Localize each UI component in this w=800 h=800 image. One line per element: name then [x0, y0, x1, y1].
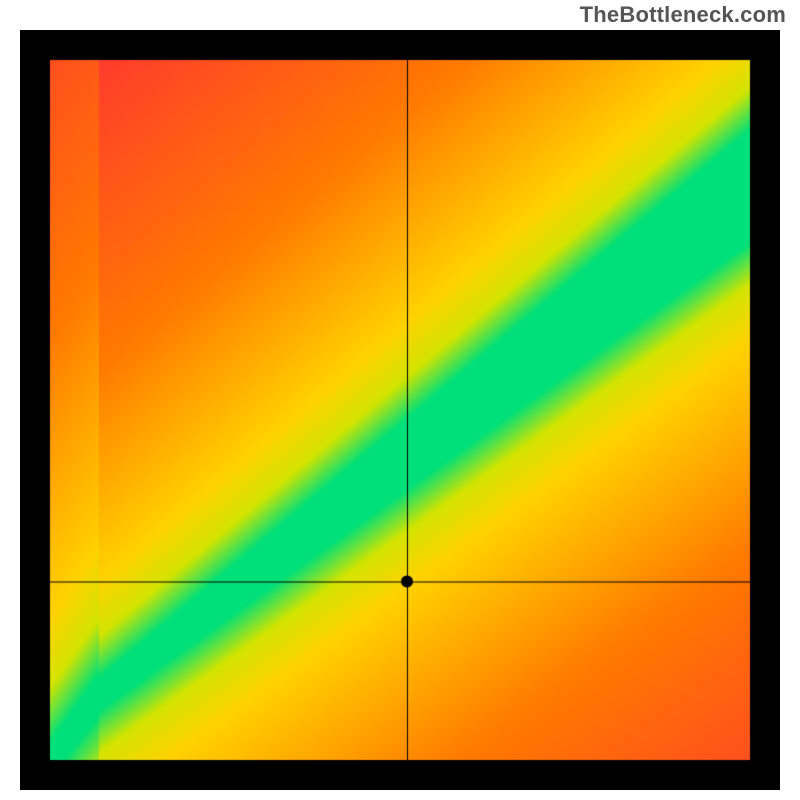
plot-frame [20, 30, 780, 790]
attribution-text: TheBottleneck.com [580, 2, 786, 28]
bottleneck-heatmap [20, 30, 780, 790]
figure-container: TheBottleneck.com [0, 0, 800, 800]
